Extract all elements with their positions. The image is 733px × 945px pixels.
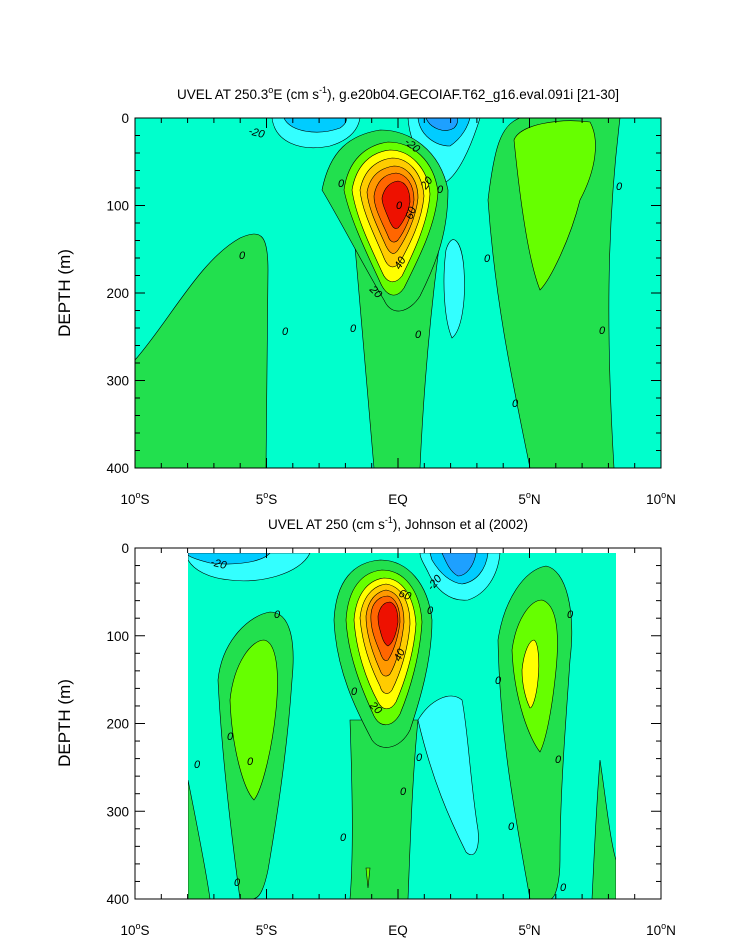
x-tick-label: 5oN: [518, 921, 540, 938]
panel-bottom-field: [188, 553, 616, 899]
svg-text:0: 0: [512, 398, 519, 410]
svg-text:0: 0: [239, 250, 246, 262]
svg-text:0: 0: [340, 832, 347, 844]
panel-bottom-x-axis: 10oS 5oS EQ 5oN 10oN: [120, 548, 676, 938]
y-tick-label: 200: [106, 286, 129, 301]
svg-text:0: 0: [415, 329, 422, 341]
svg-text:0: 0: [234, 877, 241, 889]
y-tick-label: 300: [106, 804, 129, 819]
svg-text:0: 0: [616, 181, 623, 193]
svg-text:0: 0: [437, 184, 444, 196]
panel-bottom: UVEL AT 250 (cm s-1), Johnson et al (200…: [55, 515, 676, 938]
svg-text:0: 0: [338, 178, 345, 190]
svg-text:0: 0: [194, 759, 201, 771]
x-tick-label: 5oS: [256, 490, 278, 507]
panel-top-contour-labels: -20 -20 0 20 0 0 0 60 40 20 0 0 0 0 0 0 …: [239, 125, 623, 410]
y-tick-label: 100: [106, 199, 129, 214]
svg-text:0: 0: [599, 325, 606, 337]
y-tick-label: 0: [121, 111, 129, 126]
svg-text:0: 0: [427, 605, 434, 617]
y-tick-label: 200: [106, 717, 129, 732]
svg-text:0: 0: [400, 786, 407, 798]
panel-bottom-title: UVEL AT 250 (cm s-1), Johnson et al (200…: [268, 515, 528, 532]
svg-text:0: 0: [560, 882, 567, 894]
svg-text:0: 0: [351, 686, 358, 698]
svg-text:0: 0: [508, 821, 515, 833]
x-tick-label: 10oS: [120, 921, 149, 938]
y-tick-label: 0: [121, 541, 129, 556]
panel-top-y-label: DEPTH (m): [55, 249, 74, 337]
svg-text:0: 0: [227, 731, 234, 743]
y-tick-label: 300: [106, 374, 129, 389]
svg-text:0: 0: [396, 200, 403, 212]
x-tick-label: 10oS: [120, 490, 149, 507]
x-tick-label: 5oS: [256, 921, 278, 938]
svg-text:0: 0: [495, 675, 502, 687]
x-tick-label: EQ: [388, 492, 408, 507]
panel-top-y-axis: 0 100 200 300 400: [106, 111, 661, 476]
y-tick-label: 400: [106, 892, 129, 907]
panel-top-title: UVEL AT 250.3oE (cm s-1), g.e20b04.GECOI…: [177, 85, 619, 102]
x-tick-label: 5oN: [518, 490, 540, 507]
panel-bottom-y-label: DEPTH (m): [55, 679, 74, 767]
svg-text:0: 0: [555, 754, 562, 766]
panel-top-x-axis: 10oS 5oS EQ 5oN 10oN: [120, 118, 676, 507]
svg-text:0: 0: [350, 323, 357, 335]
svg-text:-20: -20: [247, 125, 266, 141]
x-tick-label: EQ: [388, 923, 408, 938]
panel-top-field: [135, 118, 661, 468]
x-tick-label: 10oN: [646, 490, 676, 507]
svg-text:0: 0: [567, 609, 574, 621]
x-tick-label: 10oN: [646, 921, 676, 938]
svg-text:0: 0: [247, 756, 254, 768]
svg-text:0: 0: [282, 326, 289, 338]
svg-text:0: 0: [484, 253, 491, 265]
svg-text:0: 0: [274, 609, 281, 621]
svg-text:60: 60: [397, 588, 413, 604]
panel-top: UVEL AT 250.3oE (cm s-1), g.e20b04.GECOI…: [55, 85, 676, 507]
y-tick-label: 100: [106, 629, 129, 644]
svg-text:0: 0: [416, 752, 423, 764]
y-tick-label: 400: [106, 461, 129, 476]
svg-text:60: 60: [404, 205, 420, 221]
svg-text:-20: -20: [209, 556, 228, 572]
svg-text:40: 40: [392, 646, 408, 663]
